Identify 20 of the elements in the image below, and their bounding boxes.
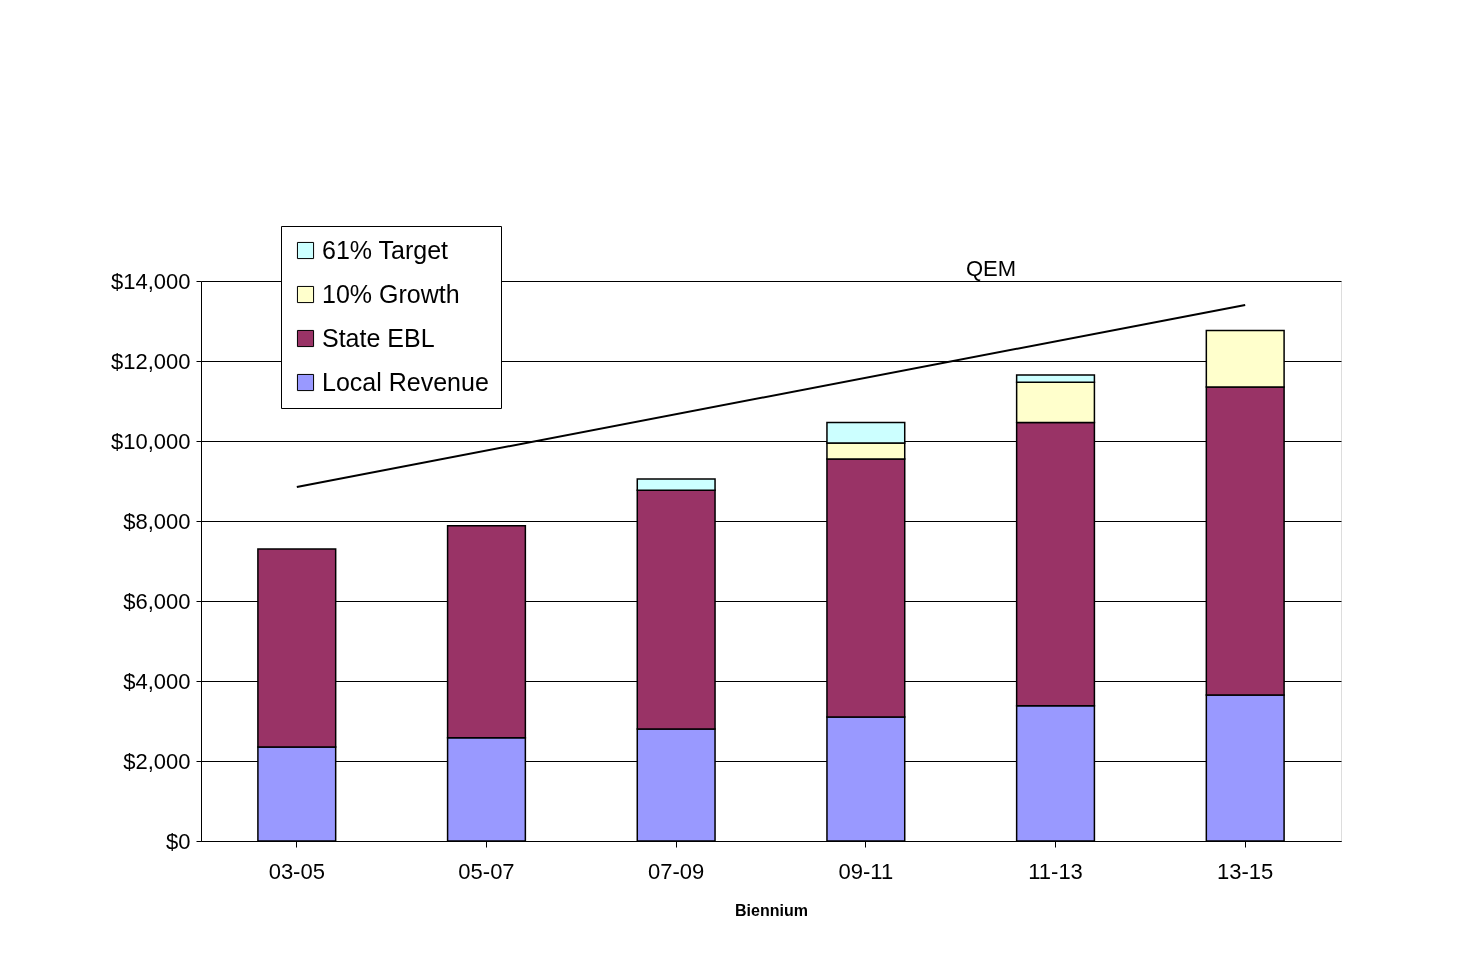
legend-label: 10% Growth — [322, 279, 460, 308]
y-tick-label: $0 — [166, 828, 191, 854]
y-tick-label: $14,000 — [110, 268, 191, 294]
legend-label: 61% Target — [322, 235, 449, 264]
y-tick-label: $8,000 — [123, 508, 191, 534]
legend-label: Local Revenue — [322, 367, 489, 396]
y-tick-label: $2,000 — [123, 748, 191, 774]
legend-label: State EBL — [322, 323, 435, 352]
y-tick-label: $6,000 — [123, 588, 191, 614]
x-axis-title: Biennium — [735, 901, 808, 919]
x-tick-label: 13-15 — [1217, 858, 1274, 884]
x-tick-label: 05-07 — [458, 858, 515, 884]
x-tick-label: 07-09 — [648, 858, 705, 884]
y-tick-label: $10,000 — [110, 428, 191, 454]
text: QEM — [965, 256, 1017, 281]
x-tick-label: 11-13 — [1028, 858, 1083, 884]
y-tick-label: $12,000 — [110, 348, 191, 374]
x-tick-label: 03-05 — [268, 858, 325, 884]
x-tick-label: 09-11 — [838, 858, 894, 884]
y-tick-label: $4,000 — [123, 668, 191, 694]
